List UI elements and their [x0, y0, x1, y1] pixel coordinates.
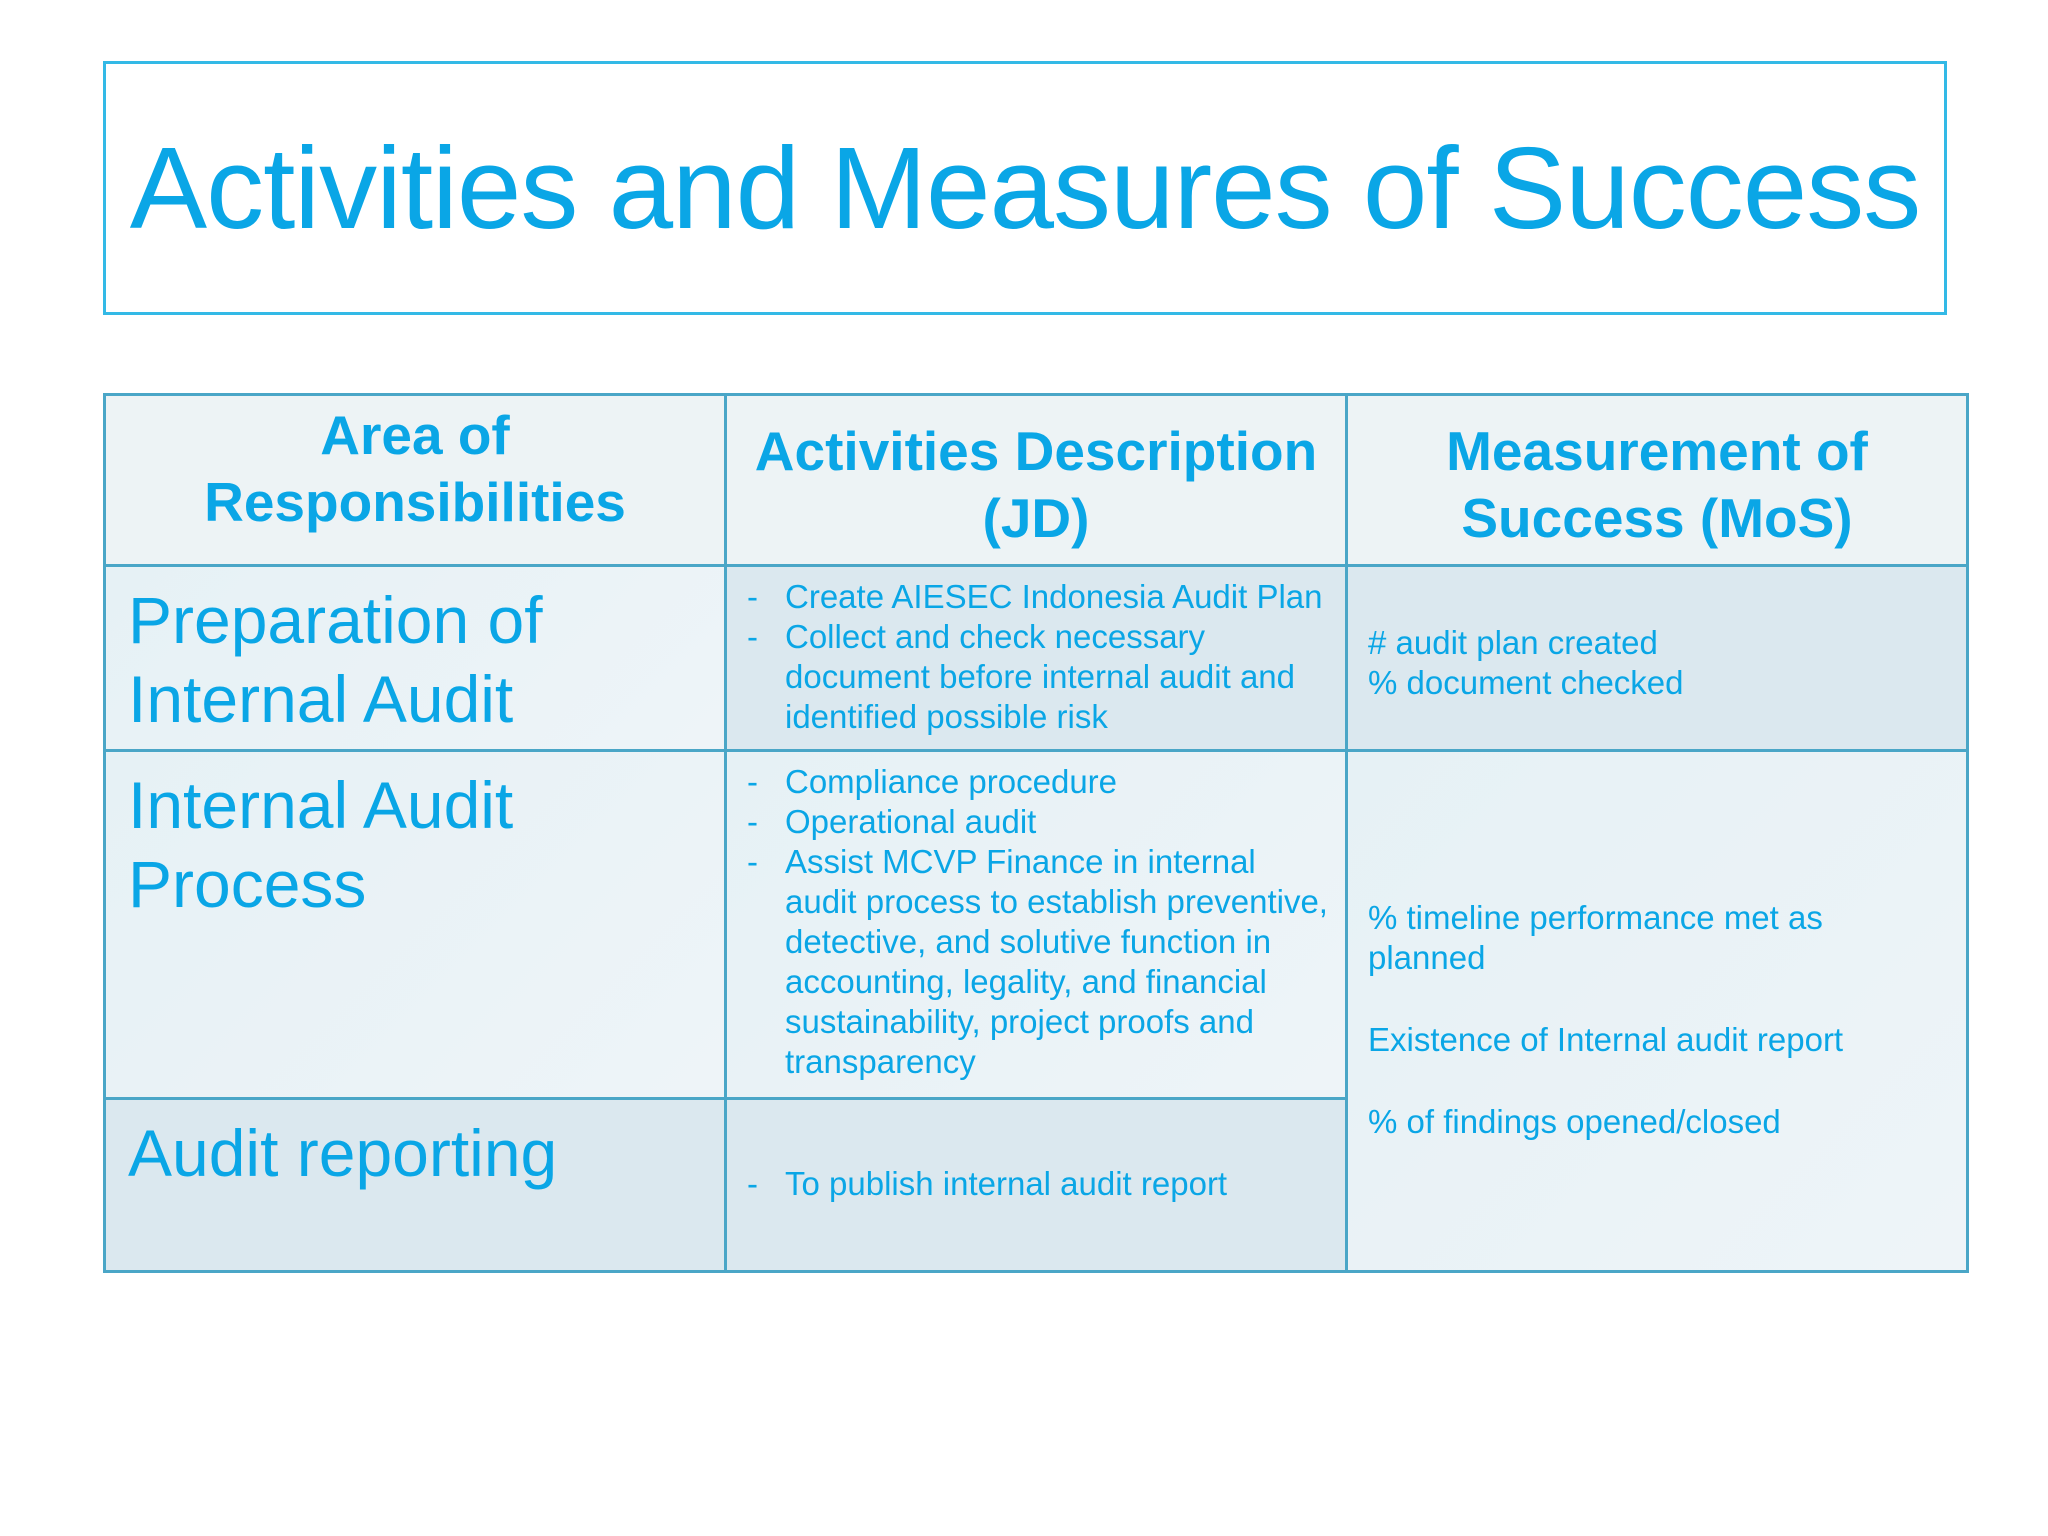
area-label: Preparation of Internal Audit	[128, 583, 543, 736]
header-mos: Measurement of Success (MoS)	[1345, 393, 1969, 567]
header-activities: Activities Description (JD)	[724, 393, 1348, 567]
title-box: Activities and Measures of Success	[103, 61, 1947, 315]
list-item: - Create AIESEC Indonesia Audit Plan	[747, 578, 1323, 615]
mos-item: Existence of Internal audit report	[1368, 1021, 1844, 1058]
area-cell: Audit reporting	[103, 1097, 727, 1273]
shared-mos-cell: % timeline performance met as planned Ex…	[1345, 749, 1969, 1273]
mos-item: # audit plan created	[1368, 624, 1658, 661]
page-title: Activities and Measures of Success	[129, 123, 1922, 253]
area-cell: Internal Audit Process	[103, 749, 727, 1100]
table-row: Internal Audit Process - Compliance proce…	[103, 749, 1969, 1273]
mos-item: % of findings opened/closed	[1368, 1103, 1781, 1140]
area-label: Internal Audit Process	[128, 768, 514, 921]
mos-item: % timeline performance met as planned	[1368, 899, 1823, 976]
activities-cell: - Compliance procedure - Operational audit…	[724, 749, 1348, 1100]
list-item: - Compliance procedure	[747, 763, 1118, 800]
list-item: - Assist MCVP Finance in internal audit p…	[747, 843, 1328, 1080]
activities-cell: - To publish internal audit report	[724, 1097, 1348, 1273]
table-row: Audit reporting - To publish internal aud…	[103, 1097, 1968, 1273]
list-item: - Collect and check necessary document be…	[747, 618, 1296, 735]
activities-list: - Create AIESEC Indonesia Audit Plan - Col…	[727, 567, 1345, 737]
mos-cell: # audit plan created % document checked	[1345, 564, 1969, 752]
activities-cell: - Create AIESEC Indonesia Audit Plan - Col…	[724, 564, 1348, 752]
list-item: - Operational audit	[747, 803, 1037, 840]
activities-table: Area of Responsibilities Activities Desc…	[103, 393, 1969, 1273]
activities-list: - To publish internal audit report	[727, 1100, 1345, 1204]
table-row: Preparation of Internal Audit - Create AI…	[103, 564, 1969, 752]
header-area: Area of Responsibilities	[103, 393, 727, 567]
mos-item: % document checked	[1368, 664, 1684, 701]
area-cell: Preparation of Internal Audit	[103, 564, 727, 752]
table-header-row: Area of Responsibilities Activities Desc…	[103, 393, 1969, 567]
list-item: - To publish internal audit report	[747, 1165, 1228, 1202]
area-label: Audit reporting	[128, 1116, 558, 1190]
activities-list: - Compliance procedure - Operational audit…	[727, 752, 1345, 1082]
